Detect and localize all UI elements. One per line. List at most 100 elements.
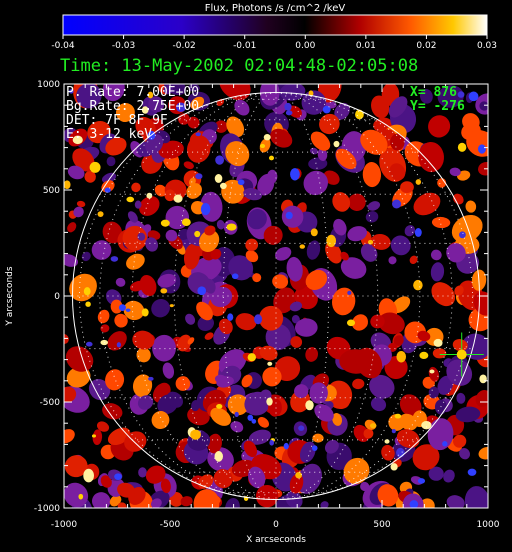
flux-blob: [175, 376, 191, 391]
flux-blob: [370, 314, 385, 329]
flux-blob: [294, 384, 309, 399]
flux-trough: [251, 418, 257, 424]
flux-peak: [220, 182, 227, 190]
flux-trough: [414, 228, 422, 237]
flux-peak: [91, 434, 97, 438]
flux-peak: [72, 135, 83, 145]
flux-peak: [328, 241, 335, 247]
flux-peak: [190, 429, 201, 440]
flux-peak: [64, 180, 71, 190]
flux-blob: [64, 429, 75, 444]
flux-blob: [369, 374, 395, 399]
flux-blob: [226, 116, 245, 138]
flux-peak: [415, 179, 422, 185]
flux-blob: [107, 331, 127, 351]
flux-peak: [367, 239, 374, 245]
solar-limb: [71, 91, 481, 501]
flux-blob: [343, 457, 370, 485]
flux-blob: [102, 84, 125, 102]
flux-peak: [141, 308, 149, 317]
flux-blob: [115, 103, 135, 122]
flux-peak: [173, 194, 183, 203]
flux-trough: [227, 313, 234, 321]
x-tick-label: -500: [160, 520, 181, 530]
cursor-crosshair[interactable]: [439, 332, 484, 377]
longitude-line: [275, 91, 330, 501]
flux-peak: [89, 161, 101, 173]
flux-blob: [122, 225, 148, 251]
flux-peak: [355, 109, 364, 120]
flux-trough: [417, 478, 426, 484]
flux-map: [64, 84, 488, 508]
flux-blob: [163, 85, 174, 95]
flux-blob: [230, 421, 244, 433]
flux-blob: [446, 495, 465, 508]
flux-blob: [377, 484, 399, 507]
flux-blob: [67, 222, 77, 233]
flux-blob: [106, 156, 116, 167]
y-axis-title: Y arcseconds: [5, 266, 15, 326]
flux-blob: [306, 240, 321, 260]
flux-blob: [196, 301, 213, 321]
flux-blob: [303, 170, 328, 196]
flux-trough: [231, 273, 239, 280]
flux-blob: [418, 141, 444, 173]
flux-blob: [105, 137, 127, 156]
flux-blob: [69, 273, 97, 302]
flux-peak: [194, 230, 201, 238]
flux-blob: [138, 467, 147, 478]
x-tick-label: 1000: [477, 520, 500, 530]
flux-blob: [137, 232, 146, 241]
x-tick-label: 0: [273, 520, 279, 530]
flux-trough: [457, 91, 465, 98]
longitude-line: [275, 91, 453, 501]
flux-blob: [247, 209, 267, 230]
flux-blob: [294, 318, 318, 337]
longitude-line: [78, 91, 277, 501]
flux-peak: [226, 223, 237, 231]
flux-blob: [158, 140, 184, 159]
flux-blob: [110, 299, 123, 314]
colorbar-tick-label: 0.03: [477, 41, 497, 51]
flux-blob: [164, 189, 176, 202]
flux-blob: [428, 115, 451, 138]
flux-blob: [64, 386, 77, 403]
x-tick-label: -1000: [51, 520, 77, 530]
flux-blob: [105, 369, 125, 391]
flux-peak: [126, 196, 135, 203]
flux-blob: [347, 226, 368, 242]
flux-blob: [279, 84, 306, 101]
flux-blob: [291, 314, 300, 324]
flux-blob: [243, 188, 263, 201]
flux-blob: [187, 337, 195, 345]
flux-blob: [66, 366, 91, 388]
flux-blob: [216, 219, 225, 230]
flux-blob: [290, 336, 303, 348]
flux-peak: [413, 279, 423, 291]
flux-blob: [76, 84, 102, 109]
flux-peak: [146, 192, 153, 199]
flux-trough: [284, 102, 292, 111]
flux-blob: [91, 492, 111, 508]
flux-trough: [322, 105, 331, 114]
flux-blob: [462, 333, 488, 360]
flux-blob: [177, 334, 192, 352]
flux-peak: [369, 423, 377, 429]
flux-blob: [216, 376, 234, 388]
flux-peak: [433, 338, 443, 347]
flux-blob: [456, 392, 466, 404]
flux-blob: [393, 335, 404, 346]
flux-blob: [319, 113, 340, 135]
flux-trough: [118, 304, 126, 312]
flux-trough: [467, 468, 477, 476]
flux-blob: [252, 273, 262, 283]
flux-blob: [332, 192, 351, 212]
flux-blob: [88, 379, 111, 401]
flux-blob: [180, 496, 193, 507]
flux-peak: [260, 143, 266, 149]
flux-blob: [413, 192, 441, 216]
cursor-x-readout: X= 876: [410, 85, 457, 100]
flux-blob: [100, 324, 110, 333]
y-tick-label: -500: [40, 398, 61, 408]
flux-blob: [332, 413, 343, 426]
